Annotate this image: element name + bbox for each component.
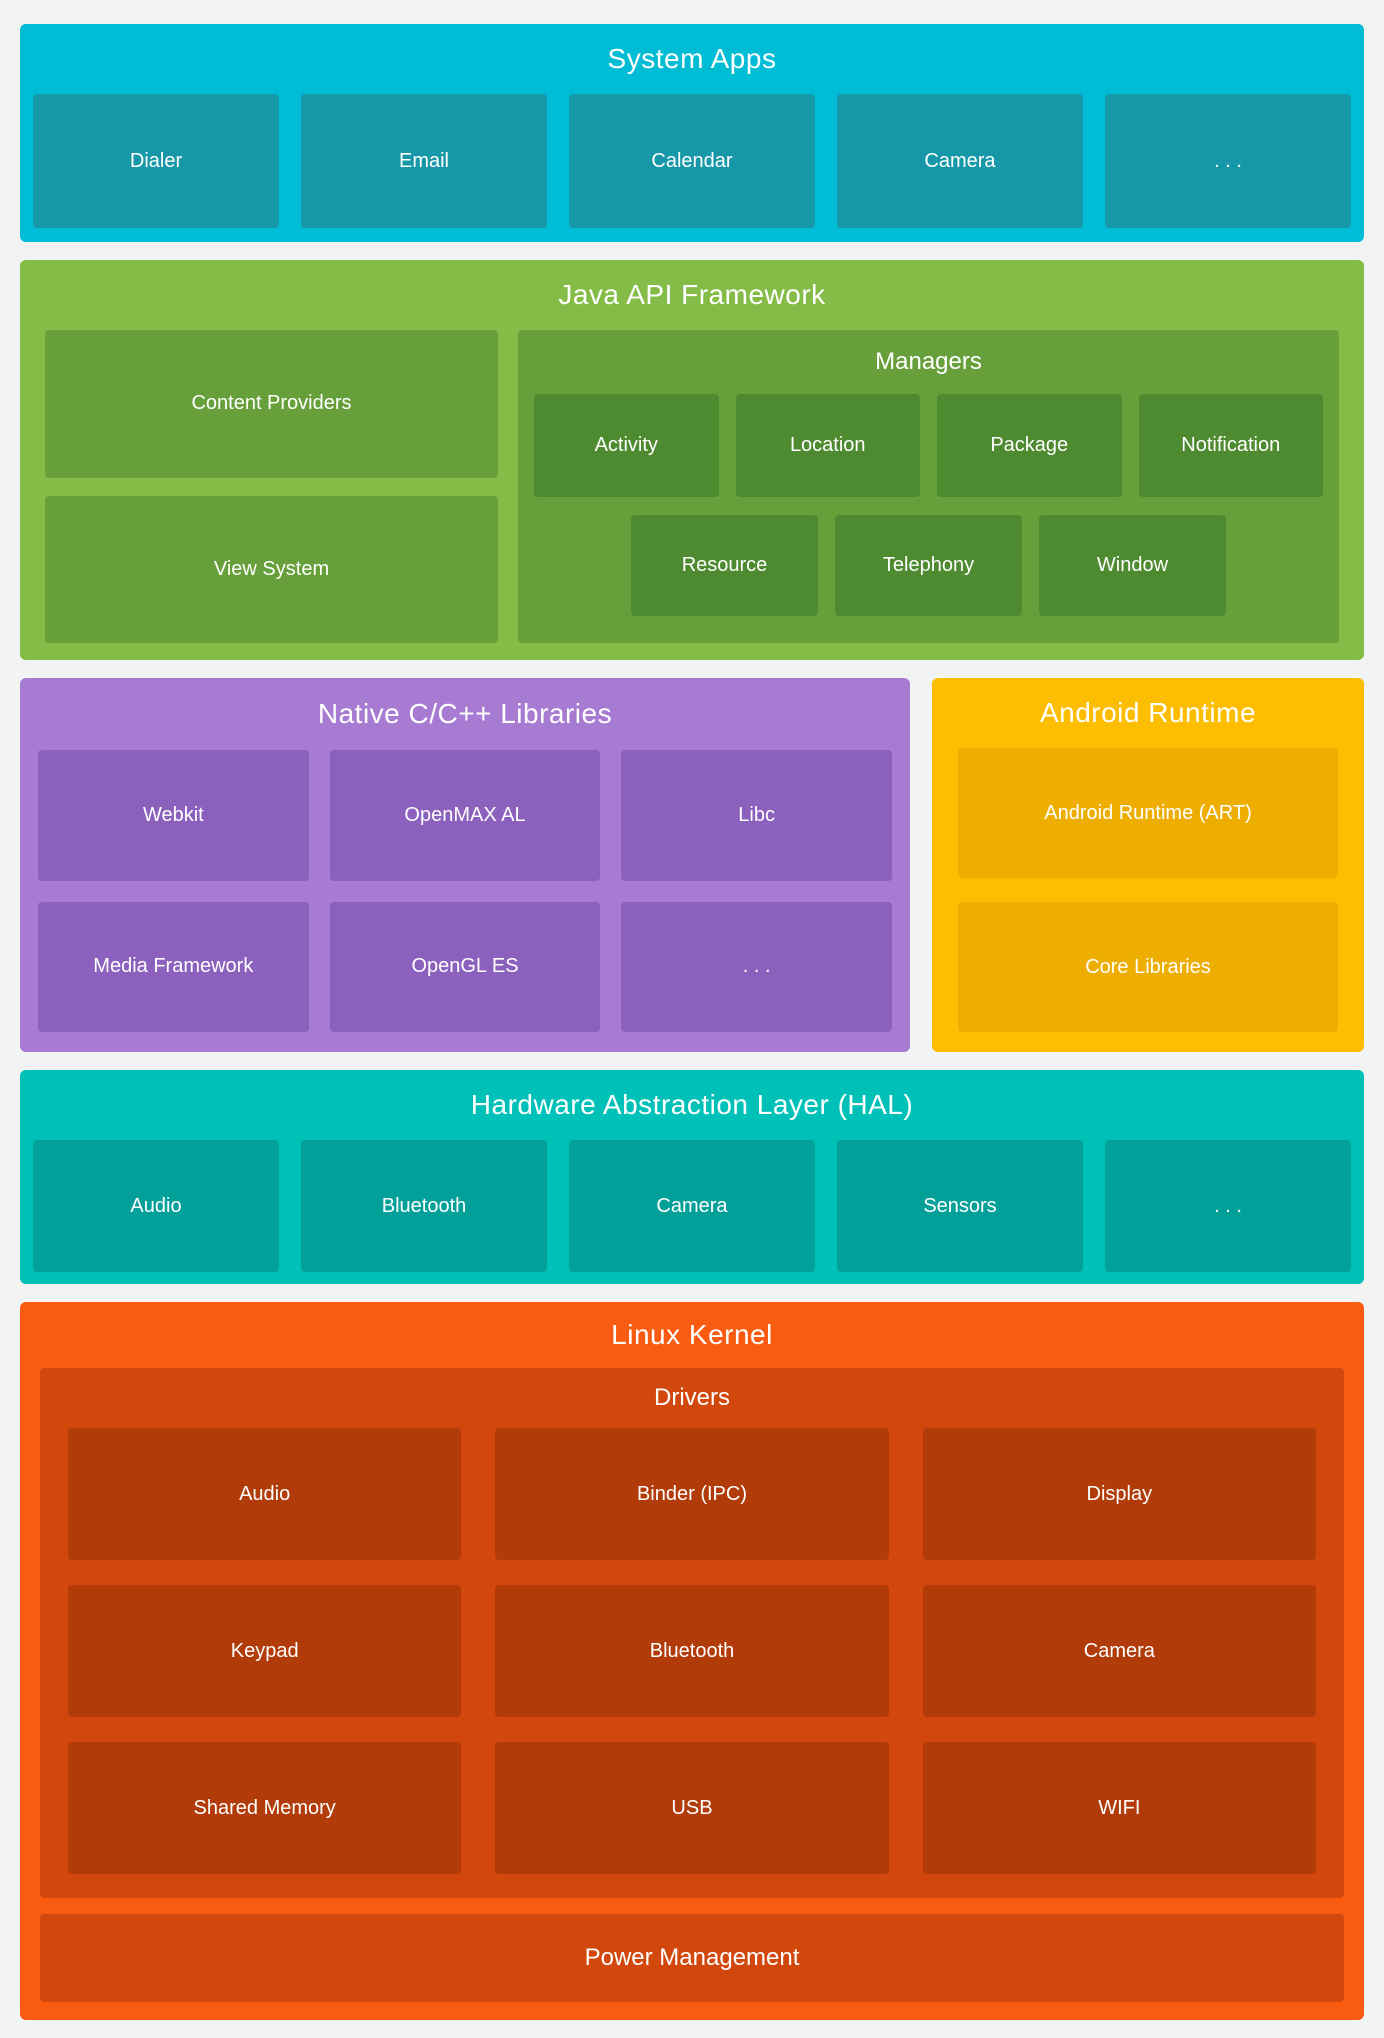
box-shared-memory-driver: Shared Memory <box>68 1742 462 1874</box>
box-apps-ellipsis: . . . <box>1105 94 1351 228</box>
box-libs-ellipsis: . . . <box>621 901 892 1032</box>
box-bluetooth-driver: Bluetooth <box>495 1585 889 1717</box>
box-camera-driver: Camera <box>922 1585 1316 1717</box>
box-audio-driver: Audio <box>68 1428 462 1560</box>
system-apps-panel: System Apps Dialer Email Calendar Camera… <box>20 24 1364 242</box>
box-binder-ipc-driver: Binder (IPC) <box>495 1428 889 1560</box>
java-api-framework-panel: Java API Framework Content Providers Vie… <box>20 260 1364 660</box>
box-hal-ellipsis: . . . <box>1105 1140 1351 1272</box>
hal-boxes: Audio Bluetooth Camera Sensors . . . <box>20 1140 1364 1272</box>
hal-title: Hardware Abstraction Layer (HAL) <box>470 1089 914 1120</box>
box-usb-driver: USB <box>495 1742 889 1874</box>
box-openmax-al: OpenMAX AL <box>329 750 601 881</box>
android-runtime-boxes: Android Runtime (ART) Core Libraries <box>932 748 1364 1052</box>
managers-title: Managers <box>875 348 982 375</box>
native-libraries-boxes: Webkit OpenMAX AL Libc Media Framework O… <box>20 750 910 1052</box>
java-api-framework-title: Java API Framework <box>558 279 826 310</box>
box-resource-manager: Resource <box>631 515 818 616</box>
native-libraries-title: Native C/C++ Libraries <box>317 698 613 729</box>
box-audio-hal: Audio <box>33 1140 279 1272</box>
box-calendar: Calendar <box>569 94 815 228</box>
box-content-providers: Content Providers <box>45 330 498 478</box>
box-wifi-driver: WIFI <box>922 1742 1316 1874</box>
android-runtime-panel: Android Runtime Android Runtime (ART) Co… <box>932 678 1364 1052</box>
box-notification-manager: Notification <box>1138 394 1323 497</box>
box-email: Email <box>301 94 547 228</box>
java-api-body: Content Providers View System Managers A… <box>20 330 1364 660</box>
managers-row-1: Activity Location Package Notification <box>518 394 1339 497</box>
system-apps-boxes: Dialer Email Calendar Camera . . . <box>20 94 1364 228</box>
box-view-system: View System <box>45 495 498 643</box>
drivers-title: Drivers <box>654 1384 730 1411</box>
box-art: Android Runtime (ART) <box>958 748 1338 878</box>
box-bluetooth-hal: Bluetooth <box>301 1140 547 1272</box>
native-libraries-panel: Native C/C++ Libraries Webkit OpenMAX AL… <box>20 678 910 1052</box>
box-opengl-es: OpenGL ES <box>329 901 601 1032</box>
box-camera-hal: Camera <box>569 1140 815 1272</box>
box-keypad-driver: Keypad <box>68 1585 462 1717</box>
managers-row-2: Resource Telephony Window <box>518 515 1339 616</box>
box-libc: Libc <box>621 750 892 881</box>
libraries-row: Native C/C++ Libraries Webkit OpenMAX AL… <box>20 678 1364 1052</box>
system-apps-title: System Apps <box>607 43 777 74</box>
box-power-management: Power Management <box>40 1914 1344 2002</box>
linux-kernel-panel: Linux Kernel Drivers Audio Binder (IPC) … <box>20 1302 1364 2020</box>
drivers-panel: Drivers Audio Binder (IPC) Display Keypa… <box>40 1368 1344 1898</box>
android-runtime-title: Android Runtime <box>1039 697 1257 728</box>
box-core-libraries: Core Libraries <box>958 902 1338 1032</box>
managers-panel: Managers Activity Location Package Notif… <box>518 330 1339 643</box>
box-dialer: Dialer <box>33 94 279 228</box>
box-package-manager: Package <box>937 394 1122 497</box>
box-window-manager: Window <box>1039 515 1226 616</box>
box-location-manager: Location <box>735 394 920 497</box>
box-telephony-manager: Telephony <box>835 515 1022 616</box>
box-camera-app: Camera <box>837 94 1083 228</box>
drivers-boxes: Audio Binder (IPC) Display Keypad Blueto… <box>40 1428 1344 1898</box>
box-webkit: Webkit <box>38 750 309 881</box>
box-activity-manager: Activity <box>534 394 719 497</box>
box-display-driver: Display <box>922 1428 1316 1560</box>
box-media-framework: Media Framework <box>38 901 309 1032</box>
linux-kernel-title: Linux Kernel <box>611 1319 773 1350</box>
hal-panel: Hardware Abstraction Layer (HAL) Audio B… <box>20 1070 1364 1284</box>
java-api-left-column: Content Providers View System <box>45 330 498 643</box>
box-sensors-hal: Sensors <box>837 1140 1083 1272</box>
